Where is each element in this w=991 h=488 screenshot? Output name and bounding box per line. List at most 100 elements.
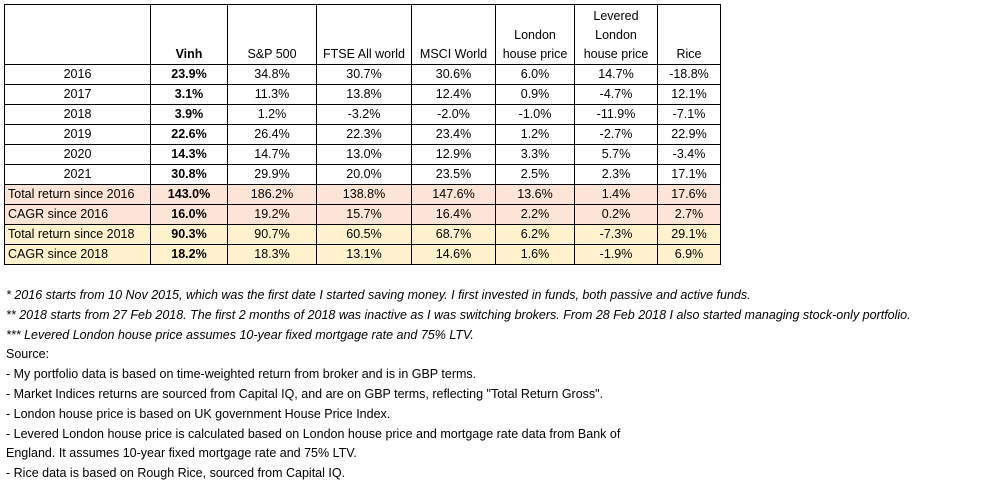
table-cell: 16.4% [411,204,496,225]
row-label: CAGR since 2018 [4,244,151,265]
table-row: 2019 22.6% 26.4% 22.3% 23.4% 1.2% -2.7% 22.9% [4,124,721,145]
table-cell: 16.0% [150,204,228,225]
row-label: Total return since 2016 [4,184,151,205]
row-label: 2020 [4,144,151,165]
note-line: ** 2018 starts from 27 Feb 2018. The fir… [6,307,911,322]
table-cell: 3.3% [495,144,575,165]
row-label: Total return since 2018 [4,224,151,245]
table-cell: 12.4% [411,84,496,105]
note-line: Source: [6,347,50,362]
table-cell: 90.7% [227,224,317,245]
table-cell: -2.7% [574,124,658,145]
table-cell: 138.8% [316,184,412,205]
table-cell: 186.2% [227,184,317,205]
row-label: 2016 [4,64,151,85]
note-line: - Rice data is based on Rough Rice, sour… [6,466,346,481]
table-cell: 34.8% [227,64,317,85]
table-cell: 30.7% [316,64,412,85]
row-label: CAGR since 2016 [4,204,151,225]
table-cell: 0.9% [495,84,575,105]
column-header [4,4,151,65]
table-cell: 29.1% [657,224,721,245]
table-cell: -2.0% [411,104,496,125]
returns-table: Vinh S&P 500 FTSE All world MSCI World Londo… [4,4,721,265]
note-line: - My portfolio data is based on time-wei… [6,367,477,382]
table-cell: -7.3% [574,224,658,245]
table-cell: -3.2% [316,104,412,125]
table-cell: 22.9% [657,124,721,145]
column-header: Rice [657,4,721,65]
table-cell: -7.1% [657,104,721,125]
table-cell: 5.7% [574,144,658,165]
row-label: 2019 [4,124,151,145]
table-cell: 30.8% [150,164,228,185]
table-cell: 0.2% [574,204,658,225]
table-row: 2021 30.8% 29.9% 20.0% 23.5% 2.5% 2.3% 17.1% [4,164,721,185]
column-header: London house price [495,4,575,65]
table-cell: 14.3% [150,144,228,165]
note-line: England. It assumes 10-year fixed mortga… [6,446,357,461]
note-line: - Levered London house price is calculat… [6,426,621,441]
table-cell: 1.6% [495,244,575,265]
table-cell: 90.3% [150,224,228,245]
column-header: Vinh [150,4,228,65]
table-cell: 18.2% [150,244,228,265]
table-row: Total return since 2016 143.0% 186.2% 138.8… [4,184,721,205]
column-header: MSCI World [411,4,496,65]
table-cell: 18.3% [227,244,317,265]
table-cell: 143.0% [150,184,228,205]
table-cell: -18.8% [657,64,721,85]
row-label: 2021 [4,164,151,185]
table-row: CAGR since 2018 18.2% 18.3% 13.1% 14.6% 1.6% -… [4,244,721,265]
table-cell: 19.2% [227,204,317,225]
table-cell: 15.7% [316,204,412,225]
table-cell: 13.6% [495,184,575,205]
table-cell: 60.5% [316,224,412,245]
table-cell: 3.9% [150,104,228,125]
table-cell: 30.6% [411,64,496,85]
table-cell: 147.6% [411,184,496,205]
table-cell: 1.2% [495,124,575,145]
table-cell: 22.3% [316,124,412,145]
row-label: 2017 [4,84,151,105]
table-cell: 26.4% [227,124,317,145]
table-cell: 1.4% [574,184,658,205]
table-cell: 13.1% [316,244,412,265]
table-cell: -3.4% [657,144,721,165]
table-cell: 23.9% [150,64,228,85]
table-cell: 2.7% [657,204,721,225]
table-cell: 12.9% [411,144,496,165]
table-cell: 17.6% [657,184,721,205]
table-cell: 22.6% [150,124,228,145]
note-line: * 2016 starts from 10 Nov 2015, which wa… [6,288,751,302]
table-row: 2020 14.3% 14.7% 13.0% 12.9% 3.3% 5.7% -3.4% [4,144,721,165]
row-label: 2018 [4,104,151,125]
notes: * 2016 starts from 10 Nov 2015, which wa… [6,286,911,484]
table-cell: 23.5% [411,164,496,185]
table-row: 2016 23.9% 34.8% 30.7% 30.6% 6.0% 14.7% -18.8% [4,64,721,85]
table-cell: 6.2% [495,224,575,245]
table-cell: 14.7% [574,64,658,85]
table-cell: 11.3% [227,84,317,105]
note-line: - Market Indices returns are sourced fro… [6,386,604,401]
table-cell: 14.6% [411,244,496,265]
table-cell: 20.0% [316,164,412,185]
table-cell: 17.1% [657,164,721,185]
table-cell: 1.2% [227,104,317,125]
table-row: CAGR since 2016 16.0% 19.2% 15.7% 16.4% 2.2% 0… [4,204,721,225]
table-row: Total return since 2018 90.3% 90.7% 60.5% 68… [4,224,721,245]
table-cell: -1.9% [574,244,658,265]
table-cell: 23.4% [411,124,496,145]
column-header: Levered London house price [574,4,658,65]
table-cell: 29.9% [227,164,317,185]
column-header: FTSE All world [316,4,412,65]
note-line: - London house price is based on UK gove… [6,406,391,421]
table-cell: 14.7% [227,144,317,165]
table-cell: 2.3% [574,164,658,185]
header-row: Vinh S&P 500 FTSE All world MSCI World Londo… [4,4,721,65]
table-cell: -11.9% [574,104,658,125]
table-cell: 13.8% [316,84,412,105]
table-cell: 2.5% [495,164,575,185]
table-cell: 6.0% [495,64,575,85]
table-cell: 3.1% [150,84,228,105]
